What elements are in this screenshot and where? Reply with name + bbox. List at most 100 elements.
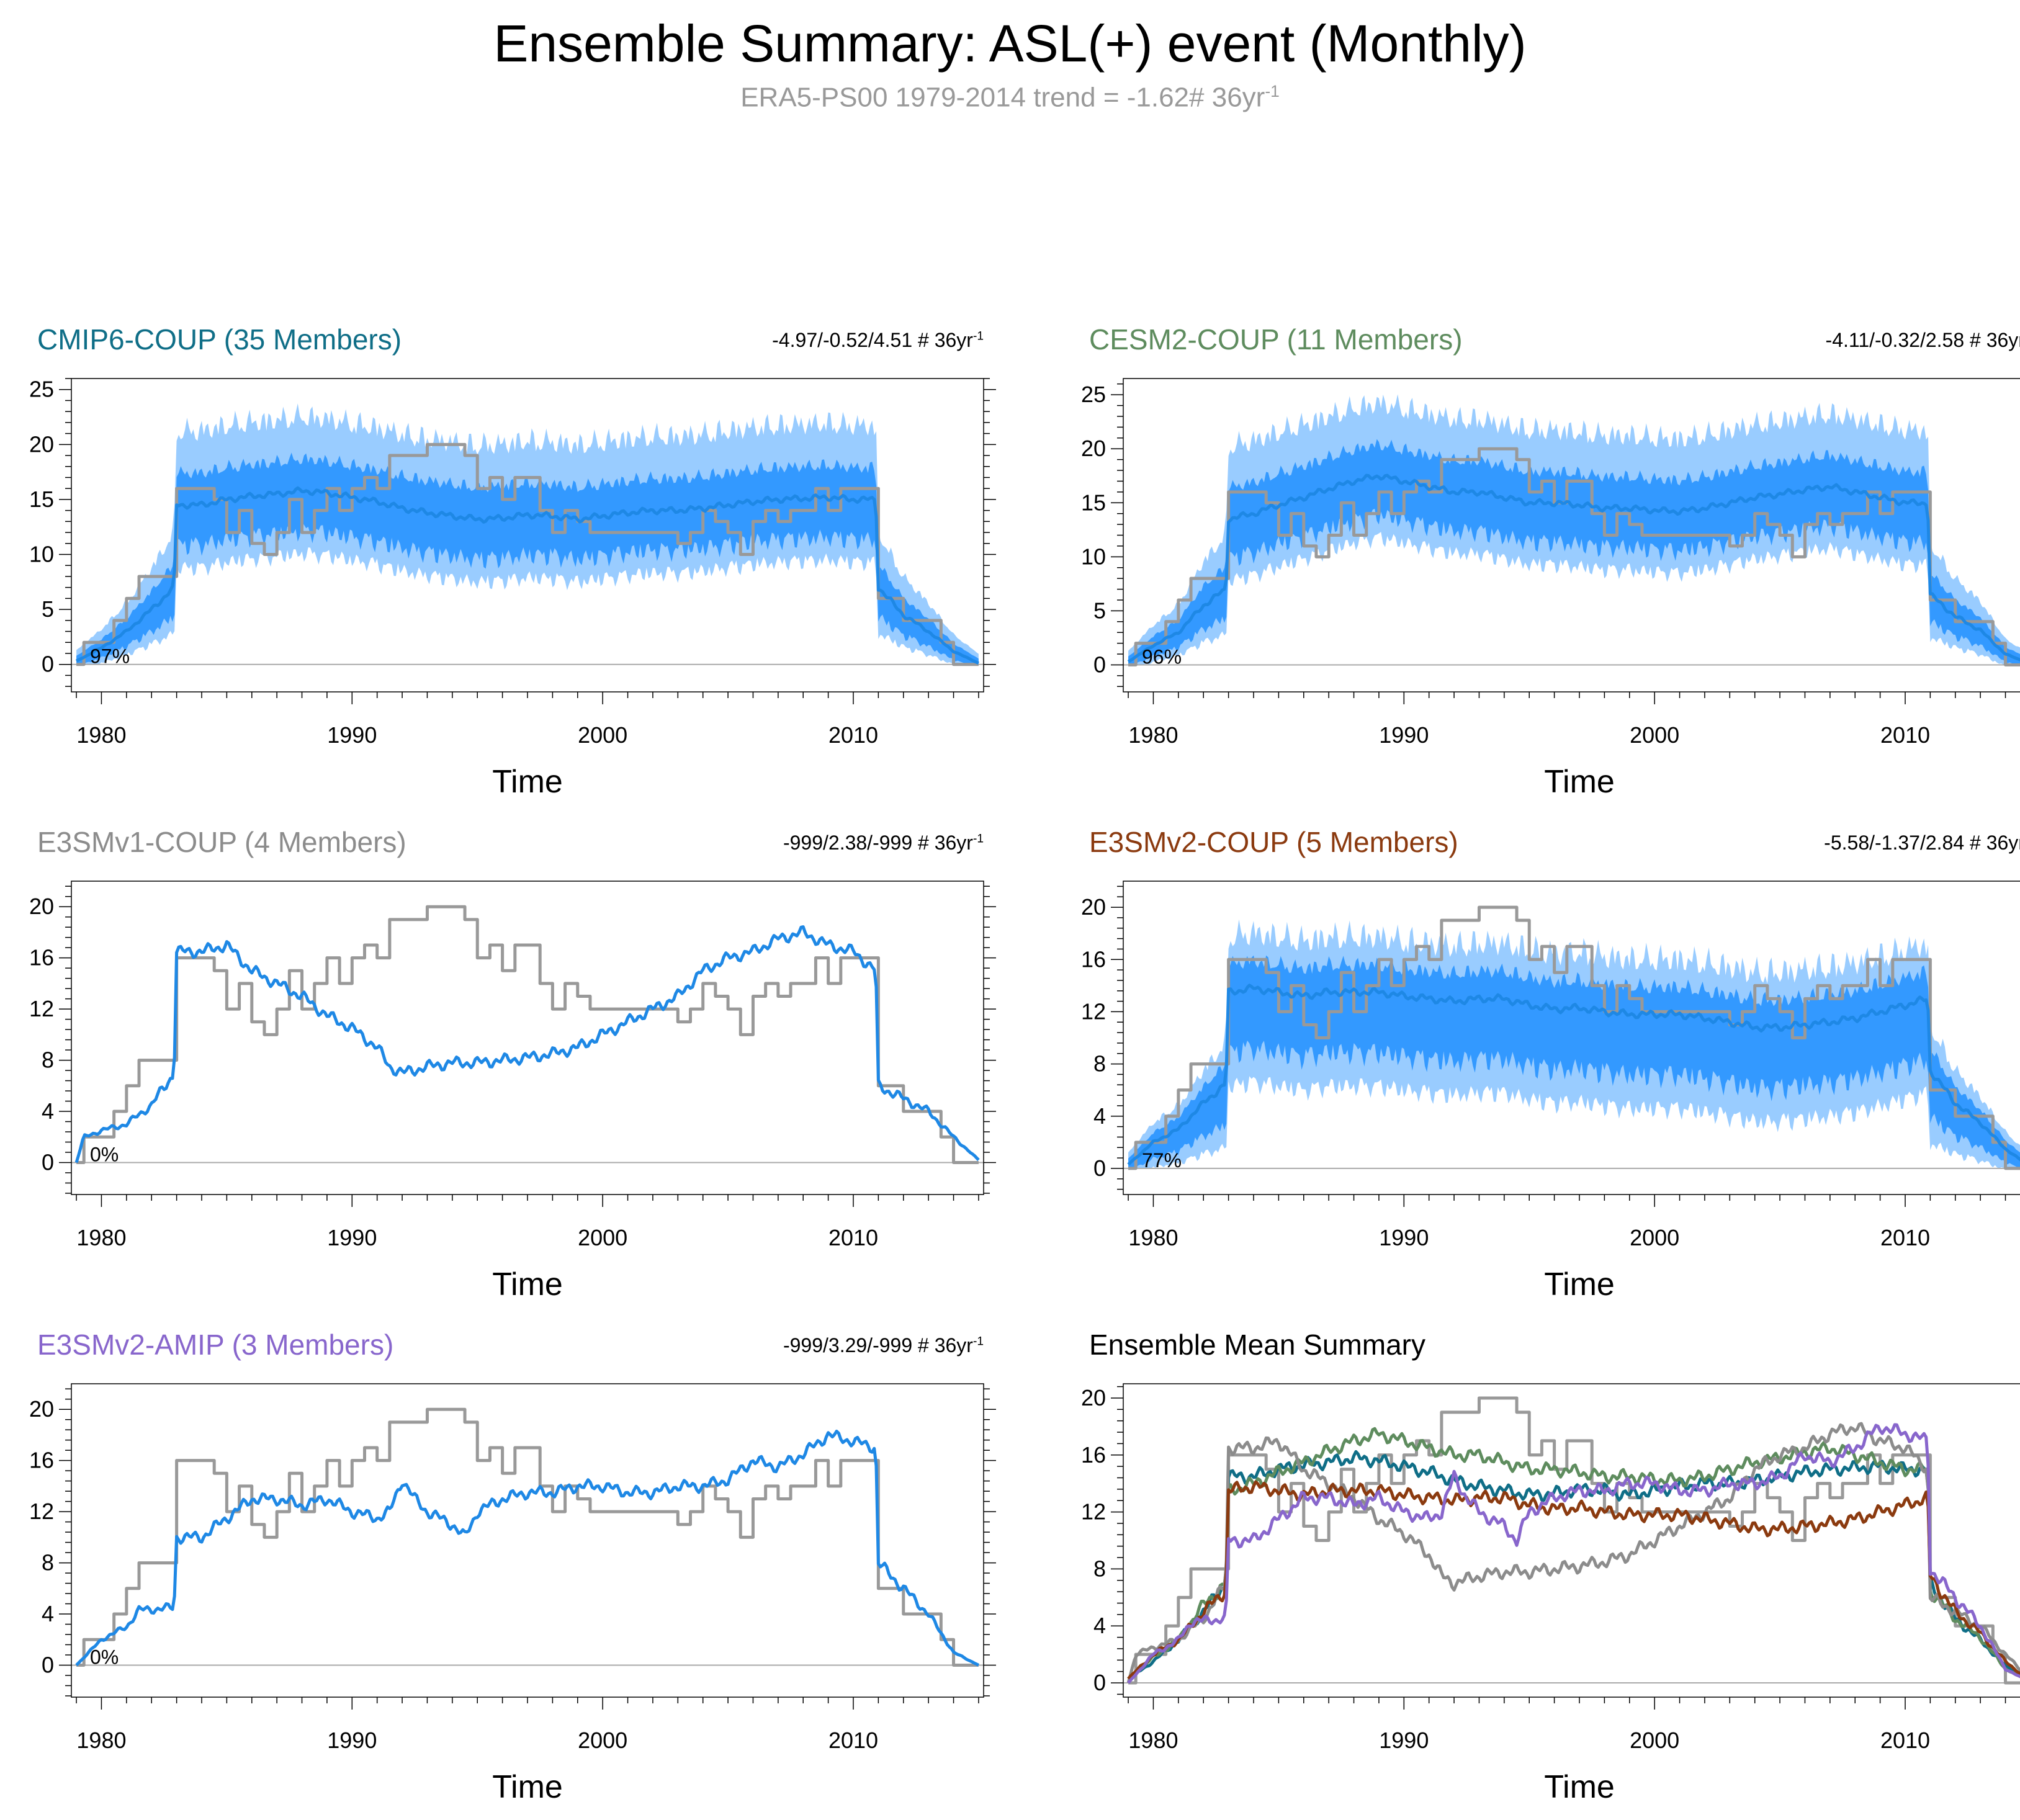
x-tick-label: 1990: [327, 1225, 377, 1250]
panel-title: CMIP6-COUP (35 Members): [37, 323, 402, 356]
x-tick-label: 1980: [76, 722, 126, 748]
trend-label: -999/3.29/-999 # 36yr-1: [783, 1334, 984, 1356]
panel-e3smv2-amip: E3SMv2-AMIP (3 Members) -999/3.29/-999 # …: [29, 1328, 996, 1805]
panel-title: Ensemble Mean Summary: [1089, 1329, 1425, 1361]
percent-label: 0%: [90, 1646, 119, 1668]
series-group: [1123, 1396, 2020, 1685]
x-tick-label: 1990: [327, 722, 377, 748]
percent-label: 96%: [1142, 645, 1182, 668]
series-line: [1127, 1480, 2020, 1680]
x-axis-title: Time: [1544, 764, 1615, 800]
y-tick-label: 20: [29, 1396, 54, 1422]
series-group: [71, 1407, 984, 1667]
x-tick-label: 2000: [1630, 1728, 1679, 1753]
x-tick-label: 1980: [1128, 1728, 1178, 1753]
y-tick-label: 0: [1093, 1155, 1106, 1181]
x-tick-label: 2000: [578, 1225, 627, 1250]
y-tick-label: 4: [42, 1098, 54, 1124]
x-tick-label: 2000: [1630, 1225, 1679, 1250]
y-tick-label: 12: [29, 996, 54, 1021]
x-axis-title: Time: [492, 1769, 563, 1805]
series-line: [1127, 1423, 2020, 1684]
y-tick-label: 10: [1081, 544, 1106, 569]
obs-line: [1128, 905, 2020, 1170]
ensemble-mean-line: [1127, 984, 2020, 1166]
series-group: [71, 403, 984, 666]
y-tick-label: 15: [1081, 490, 1106, 515]
x-tick-label: 2000: [578, 1728, 627, 1753]
plot-area: 0 4 8 12 16 20 1980 1990 2000 2010 77%: [1081, 881, 2020, 1250]
plot-frame: [71, 881, 984, 1195]
x-tick-label: 1990: [1379, 1728, 1429, 1753]
panel-ensemble-summary: Ensemble Mean Summary Time 0 4 8 12 16 20 1980 19…: [1081, 1328, 2020, 1805]
y-tick-label: 8: [1093, 1051, 1106, 1077]
x-axis-title: Time: [1544, 1769, 1615, 1805]
x-tick-label: 1990: [1379, 1225, 1429, 1250]
plot-area: 0 5 10 15 20 25 1980 1990 2000 2010 96%: [1081, 378, 2020, 748]
trend-label: -999/2.38/-999 # 36yr-1: [783, 832, 984, 854]
subtitle-sup: -1: [1265, 82, 1280, 101]
panel-title: E3SMv1-COUP (4 Members): [37, 826, 406, 858]
main-title: Ensemble Summary: ASL(+) event (Monthly): [493, 14, 1527, 73]
plot-frame: [71, 1383, 984, 1698]
x-tick-label: 1990: [327, 1728, 377, 1753]
y-tick-label: 0: [42, 652, 54, 677]
x-tick-label: 1980: [1128, 1225, 1178, 1250]
ensemble-mean-line: [75, 486, 979, 665]
x-tick-label: 1980: [1128, 722, 1178, 748]
y-tick-label: 16: [1081, 946, 1106, 972]
y-tick-label: 20: [1081, 894, 1106, 920]
y-tick-label: 12: [29, 1499, 54, 1524]
x-tick-label: 2000: [578, 722, 627, 748]
x-tick-label: 2010: [1880, 722, 1930, 748]
y-tick-label: 0: [1093, 652, 1106, 677]
y-tick-label: 16: [1081, 1442, 1106, 1468]
percent-label: 77%: [1142, 1149, 1182, 1172]
y-tick-label: 20: [1081, 436, 1106, 461]
y-tick-label: 12: [1081, 998, 1106, 1024]
spread-band-inner: [1128, 955, 2020, 1168]
percent-label: 97%: [90, 645, 130, 668]
x-tick-label: 1980: [76, 1728, 126, 1753]
y-tick-label: 12: [1081, 1499, 1106, 1525]
panel-title: CESM2-COUP (11 Members): [1089, 323, 1463, 356]
panel-cmip6: CMIP6-COUP (35 Members) -4.97/-0.52/4.51 …: [29, 323, 996, 800]
y-tick-label: 16: [29, 1448, 54, 1473]
subtitle: ERA5-PS00 1979-2014 trend = -1.62# 36yr-…: [0, 82, 2020, 114]
panel-e3smv2-coup: E3SMv2-COUP (5 Members) -5.58/-1.37/2.84 …: [1081, 825, 2020, 1302]
x-tick-label: 2010: [1880, 1728, 1930, 1753]
obs-line: [1128, 447, 2020, 666]
x-axis-title: Time: [492, 764, 563, 800]
ensemble-mean-line: [75, 1430, 980, 1667]
x-tick-label: 2010: [828, 722, 878, 748]
x-tick-label: 2010: [828, 1225, 878, 1250]
spread-band-inner: [1128, 439, 2020, 665]
y-tick-label: 5: [42, 596, 54, 622]
plot-area: 0 4 8 12 16 20 1980 1990 2000 2010 0%: [29, 1383, 996, 1753]
y-tick-label: 4: [42, 1601, 54, 1626]
y-tick-label: 0: [42, 1149, 54, 1175]
series-line: [1126, 1422, 2020, 1683]
x-tick-label: 2010: [1880, 1225, 1930, 1250]
y-tick-label: 8: [42, 1550, 54, 1576]
y-tick-label: 0: [42, 1652, 54, 1677]
y-tick-label: 20: [29, 894, 54, 919]
obs-line: [76, 905, 979, 1164]
ensemble-mean-line: [74, 925, 980, 1163]
series-group: [1123, 394, 2020, 666]
trend-label: -4.97/-0.52/4.51 # 36yr-1: [772, 329, 984, 351]
y-tick-label: 20: [29, 431, 54, 457]
y-tick-label: 15: [29, 486, 54, 512]
panel-title: E3SMv2-COUP (5 Members): [1089, 826, 1458, 858]
series-line: [1127, 1427, 2020, 1680]
plot-area: 0 5 10 15 20 25 1980 1990 2000 2010 97%: [29, 377, 996, 748]
x-tick-label: 2000: [1630, 722, 1679, 748]
plot-area: 0 4 8 12 16 20 1980 1990 2000 2010 0%: [29, 881, 996, 1250]
y-tick-label: 8: [1093, 1556, 1106, 1581]
series-group: [1123, 905, 2020, 1170]
obs-line: [76, 1407, 979, 1667]
x-tick-label: 1980: [76, 1225, 126, 1250]
plot-area: 0 4 8 12 16 20 1980 1990 2000 2010: [1081, 1383, 2020, 1753]
panel-cesm2: CESM2-COUP (11 Members) -4.11/-0.32/2.58 …: [1081, 323, 2020, 800]
panel-e3smv1: E3SMv1-COUP (4 Members) -999/2.38/-999 # …: [29, 825, 996, 1302]
